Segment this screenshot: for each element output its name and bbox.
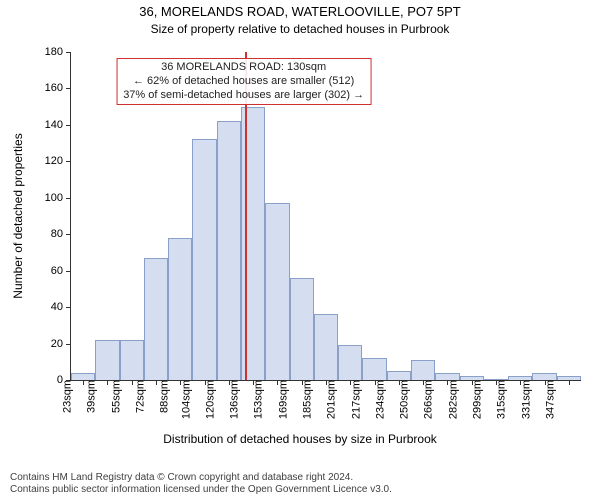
x-tick-label: 104sqm xyxy=(178,380,192,419)
x-tick-label: 347sqm xyxy=(542,380,556,419)
y-tick-label: 160 xyxy=(45,82,71,94)
x-tick-label: 315sqm xyxy=(494,380,508,419)
histogram-bar xyxy=(338,345,362,380)
y-tick-label: 140 xyxy=(45,119,71,131)
x-tick-label: 23sqm xyxy=(60,380,74,413)
x-tick-label: 39sqm xyxy=(84,380,98,413)
histogram-bar xyxy=(411,360,435,380)
y-tick-label: 120 xyxy=(45,155,71,167)
y-tick-label: 100 xyxy=(45,192,71,204)
x-tick-label: 185sqm xyxy=(299,380,313,419)
footer-line: Contains HM Land Registry data © Crown c… xyxy=(10,472,392,484)
histogram-bar xyxy=(192,139,216,380)
histogram-bar xyxy=(362,358,386,380)
y-tick-label: 80 xyxy=(51,228,71,240)
x-tick-label: 120sqm xyxy=(202,380,216,419)
histogram-bar xyxy=(144,258,168,380)
x-tick-label: 282sqm xyxy=(445,380,459,419)
page-subtitle: Size of property relative to detached ho… xyxy=(0,22,600,36)
histogram-bar xyxy=(387,371,411,380)
histogram-bar xyxy=(265,203,289,380)
histogram-bar xyxy=(120,340,144,380)
footer-text: Contains HM Land Registry data © Crown c… xyxy=(10,472,392,496)
annotation-box: 36 MORELANDS ROAD: 130sqm ← 62% of detac… xyxy=(116,58,371,105)
annotation-line: ← 62% of detached houses are smaller (51… xyxy=(123,75,364,89)
x-tick-label: 153sqm xyxy=(251,380,265,419)
x-tick-label: 55sqm xyxy=(108,380,122,413)
histogram-bar xyxy=(217,121,241,380)
histogram-bar xyxy=(532,373,556,380)
annotation-line: 37% of semi-detached houses are larger (… xyxy=(123,89,364,103)
histogram-bar xyxy=(95,340,119,380)
x-tick-label: 266sqm xyxy=(421,380,435,419)
x-tick-label: 201sqm xyxy=(324,380,338,419)
histogram-bar xyxy=(314,314,338,380)
histogram-bar xyxy=(435,373,459,380)
y-tick-label: 60 xyxy=(51,265,71,277)
y-tick-label: 20 xyxy=(51,338,71,350)
histogram-bar xyxy=(71,373,95,380)
x-tick-label: 234sqm xyxy=(372,380,386,419)
histogram-bar xyxy=(168,238,192,380)
y-tick-label: 40 xyxy=(51,301,71,313)
x-tick-label: 88sqm xyxy=(157,380,171,413)
x-axis-label: Distribution of detached houses by size … xyxy=(0,432,600,446)
y-axis-label: Number of detached properties xyxy=(11,133,25,298)
page-title: 36, MORELANDS ROAD, WATERLOOVILLE, PO7 5… xyxy=(0,4,600,19)
x-tick-label: 331sqm xyxy=(518,380,532,419)
y-tick-label: 180 xyxy=(45,46,71,58)
footer-line: Contains public sector information licen… xyxy=(10,484,392,496)
annotation-line: 36 MORELANDS ROAD: 130sqm xyxy=(123,61,364,75)
x-tick-label: 136sqm xyxy=(227,380,241,419)
x-tick-label: 299sqm xyxy=(469,380,483,419)
x-tick-label: 72sqm xyxy=(132,380,146,413)
histogram-bar xyxy=(290,278,314,380)
x-tick-label: 169sqm xyxy=(275,380,289,419)
x-tick-label: 217sqm xyxy=(348,380,362,419)
x-tick-label: 250sqm xyxy=(397,380,411,419)
